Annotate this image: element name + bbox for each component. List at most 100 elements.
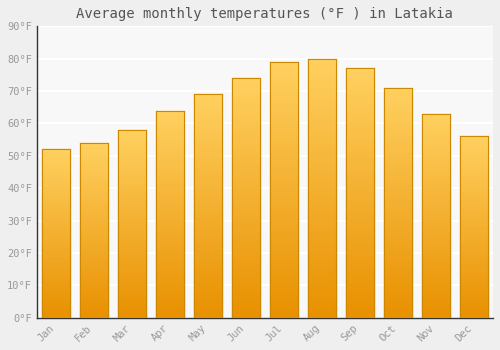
Bar (232, 153, 260, 155)
Bar (118, 239, 146, 241)
Bar (80, 211, 108, 213)
Bar (232, 229, 260, 232)
Bar (194, 119, 222, 121)
Bar (156, 233, 184, 235)
Bar (118, 196, 146, 198)
Bar (308, 313, 336, 315)
Bar (42, 153, 70, 154)
Bar (80, 202, 108, 204)
Bar (422, 167, 450, 169)
Bar (232, 282, 260, 284)
Bar (422, 138, 450, 140)
Bar (232, 239, 260, 241)
Bar (118, 213, 146, 215)
Bar (460, 227, 487, 229)
Bar (460, 300, 487, 302)
Bar (118, 307, 146, 308)
Bar (384, 221, 411, 224)
Bar (118, 292, 146, 293)
Bar (460, 224, 487, 225)
Bar (156, 183, 184, 185)
Bar (194, 179, 222, 182)
Bar (346, 283, 374, 286)
Bar (80, 279, 108, 281)
Bar (346, 68, 374, 71)
Bar (118, 220, 146, 222)
Bar (118, 218, 146, 220)
Bar (118, 135, 146, 138)
Bar (384, 171, 411, 173)
Bar (270, 193, 297, 195)
Bar (194, 141, 222, 144)
Bar (460, 256, 487, 258)
Bar (422, 195, 450, 197)
Bar (460, 241, 487, 244)
Bar (422, 175, 450, 177)
Bar (422, 173, 450, 175)
Bar (422, 214, 450, 216)
Bar (118, 207, 146, 209)
Bar (460, 285, 487, 287)
Bar (422, 257, 450, 259)
Bar (460, 142, 487, 144)
Bar (460, 244, 487, 245)
Bar (460, 290, 487, 293)
Bar (194, 114, 222, 117)
Bar (118, 139, 146, 141)
Bar (118, 216, 146, 218)
Bar (460, 146, 487, 147)
Bar (346, 108, 374, 111)
Bar (384, 99, 411, 102)
Bar (194, 166, 222, 168)
Bar (460, 254, 487, 256)
Bar (156, 264, 184, 266)
Bar (346, 183, 374, 186)
Bar (270, 313, 297, 315)
Bar (308, 92, 336, 95)
Bar (42, 271, 70, 272)
Bar (346, 81, 374, 83)
Bar (194, 148, 222, 150)
Bar (80, 173, 108, 174)
Bar (270, 290, 297, 292)
Bar (346, 240, 374, 243)
Bar (270, 274, 297, 277)
Bar (42, 252, 70, 254)
Bar (346, 263, 374, 266)
Bar (80, 201, 108, 202)
Bar (384, 276, 411, 279)
Bar (270, 254, 297, 257)
Bar (384, 258, 411, 260)
Bar (42, 210, 70, 212)
Bar (194, 275, 222, 278)
Bar (118, 263, 146, 265)
Bar (42, 200, 70, 202)
Bar (270, 223, 297, 226)
Bar (42, 161, 70, 163)
Bar (42, 171, 70, 173)
Bar (232, 217, 260, 219)
Bar (156, 237, 184, 239)
Bar (156, 281, 184, 282)
Bar (80, 160, 108, 162)
Bar (346, 223, 374, 225)
Bar (118, 299, 146, 301)
Bar (422, 150, 450, 153)
Bar (460, 233, 487, 234)
Bar (80, 300, 108, 302)
Bar (80, 162, 108, 164)
Bar (270, 279, 297, 282)
Bar (232, 222, 260, 224)
Bar (270, 226, 297, 228)
Bar (118, 154, 146, 156)
Bar (460, 234, 487, 236)
Bar (80, 232, 108, 234)
Bar (42, 239, 70, 240)
Bar (308, 188, 336, 191)
Bar (118, 138, 146, 139)
Bar (460, 303, 487, 305)
Bar (80, 299, 108, 300)
Bar (232, 313, 260, 315)
Bar (194, 193, 222, 195)
Bar (346, 196, 374, 198)
